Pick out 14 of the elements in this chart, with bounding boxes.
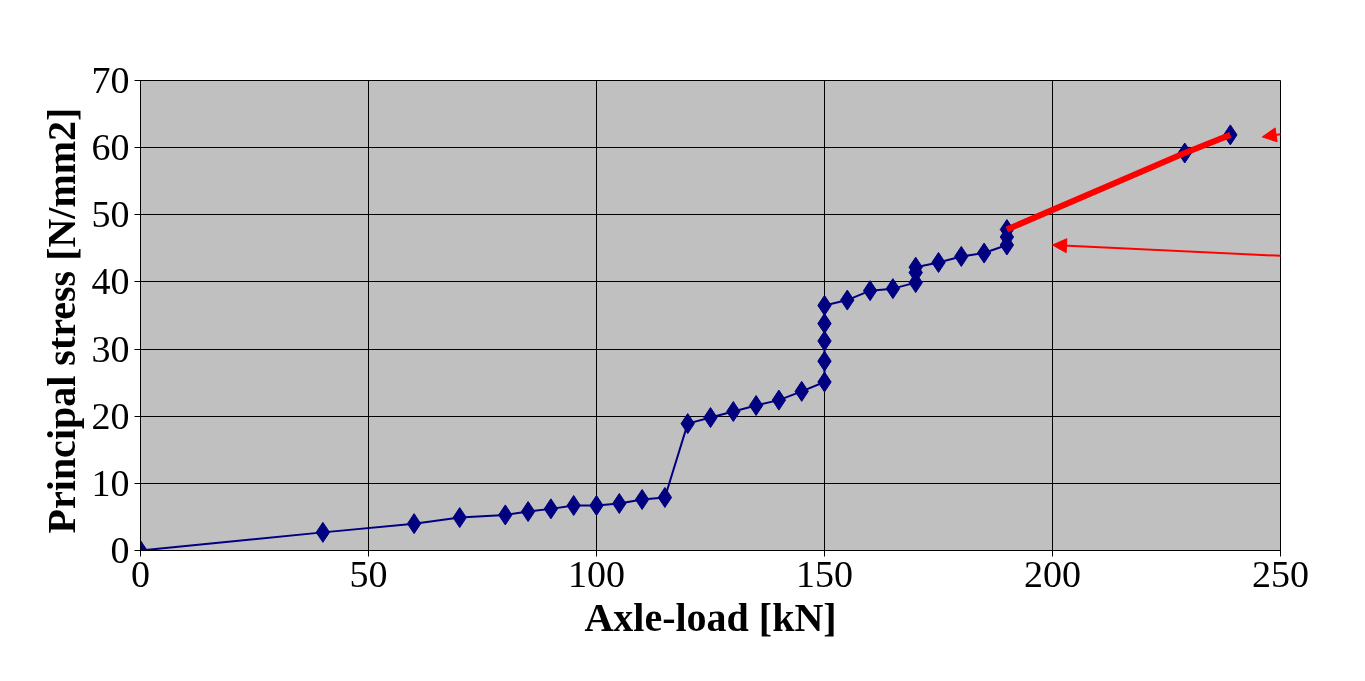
x-tick-label: 200 <box>1024 552 1081 595</box>
x-tick-label: 50 <box>349 552 388 595</box>
y-tick-label: 50 <box>91 193 130 236</box>
y-axis-title: Principal stress [N/mm2] <box>38 107 84 534</box>
y-tick-label: 10 <box>91 461 130 504</box>
y-tick-label: 60 <box>91 126 130 169</box>
x-axis-title: Axle-load [kN] <box>584 594 837 640</box>
y-tick-label: 40 <box>91 260 130 303</box>
y-tick-label: 70 <box>91 59 130 101</box>
x-tick-label: 100 <box>568 552 625 595</box>
y-tick-label: 20 <box>91 394 130 437</box>
x-tick-label: 150 <box>796 552 853 595</box>
y-tick-label: 30 <box>91 327 130 370</box>
x-tick-label: 250 <box>1252 552 1309 595</box>
